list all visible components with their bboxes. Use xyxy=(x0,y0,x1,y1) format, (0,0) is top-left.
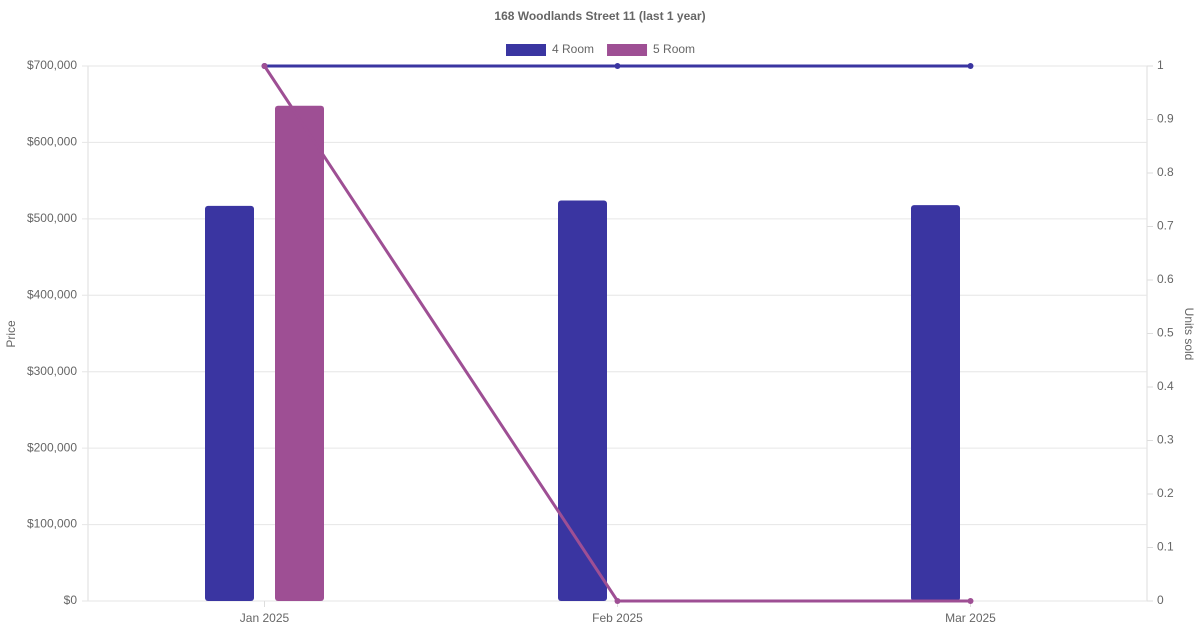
legend-swatch xyxy=(607,44,648,56)
y2-tick-label: 0.6 xyxy=(1157,272,1174,286)
bar xyxy=(275,105,324,601)
y2-tick-label: 0.4 xyxy=(1157,379,1174,393)
x-tick-label: Jan 2025 xyxy=(240,611,290,625)
legend-label: 5 Room xyxy=(653,42,695,56)
legend-swatch xyxy=(506,44,546,56)
y2-axis-title: Units sold xyxy=(1182,308,1196,361)
y2-tick-label: 0.8 xyxy=(1157,165,1174,179)
y-tick-label: $0 xyxy=(64,593,78,607)
bar xyxy=(911,205,960,601)
legend-label: 4 Room xyxy=(552,42,594,56)
y-tick-label: $600,000 xyxy=(27,135,77,149)
y2-tick-label: 0.2 xyxy=(1157,486,1174,500)
x-tick-label: Feb 2025 xyxy=(592,611,643,625)
units-point xyxy=(261,63,268,69)
y2-tick-label: 0 xyxy=(1157,593,1164,607)
y2-tick-label: 0.7 xyxy=(1157,219,1174,233)
units-line xyxy=(263,65,971,603)
units-point xyxy=(614,598,621,604)
y2-tick-label: 0.1 xyxy=(1157,540,1174,554)
y-tick-label: $200,000 xyxy=(27,440,77,454)
y-tick-label: $100,000 xyxy=(27,517,77,531)
y2-tick-label: 0.9 xyxy=(1157,112,1174,126)
y2-tick-label: 0.3 xyxy=(1157,433,1174,447)
y-axis-title: Price xyxy=(4,320,18,348)
y-tick-label: $300,000 xyxy=(27,364,77,378)
units-point xyxy=(614,63,621,69)
y2-tick-label: 0.5 xyxy=(1157,326,1174,340)
units-point xyxy=(967,63,974,69)
bar xyxy=(205,205,254,601)
y-tick-label: $400,000 xyxy=(27,287,77,301)
y-tick-label: $500,000 xyxy=(27,211,77,225)
y2-tick-label: 1 xyxy=(1157,58,1164,72)
chart-title: 168 Woodlands Street 11 (last 1 year) xyxy=(494,9,705,23)
bar xyxy=(558,200,607,601)
y-tick-label: $700,000 xyxy=(27,58,77,72)
units-point xyxy=(967,598,974,604)
x-tick-label: Mar 2025 xyxy=(945,611,996,625)
